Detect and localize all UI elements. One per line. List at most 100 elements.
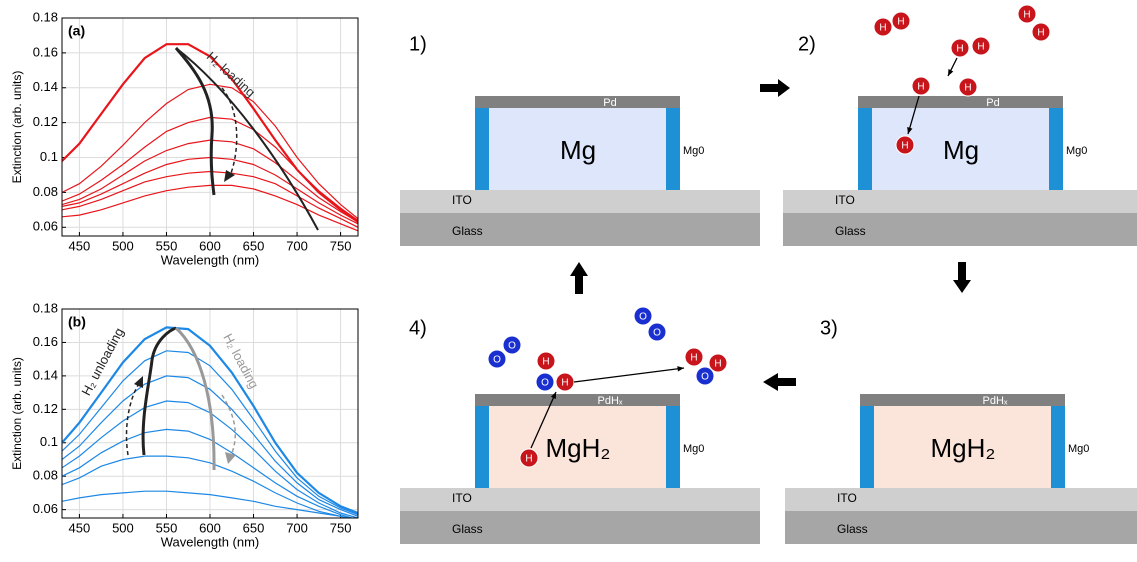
step-label: 1) [409, 33, 427, 55]
y-tick-label: 0.06 [33, 501, 58, 516]
peak-trace [176, 328, 214, 470]
side-label: Mg0 [1068, 443, 1089, 455]
panel-label: (a) [68, 23, 85, 39]
y-tick-label: 0.16 [33, 334, 58, 349]
side-layer [860, 406, 874, 488]
side-layer [475, 406, 489, 488]
y-tick-label: 0.1 [40, 149, 58, 164]
x-tick-label: 550 [156, 238, 178, 253]
substrate-label: ITO [835, 193, 855, 207]
arrow-head [224, 170, 235, 182]
x-tick-label: 450 [69, 238, 91, 253]
step-arrow [763, 373, 796, 391]
base-label: Glass [452, 224, 483, 238]
atom-label: H [561, 378, 568, 389]
x-tick-label: 600 [199, 520, 221, 535]
x-tick-label: 500 [112, 520, 134, 535]
cap-label: Pd [603, 97, 616, 109]
figure: 4505005506006507007500.060.080.10.120.14… [0, 0, 1137, 562]
x-axis-label: Wavelength (nm) [161, 252, 260, 267]
atom-label: O [701, 372, 709, 383]
x-tick-label: 600 [199, 238, 221, 253]
step-label: 3) [820, 317, 838, 339]
step-label: 4) [409, 317, 427, 339]
side-layer [666, 406, 680, 488]
side-layer [475, 108, 489, 190]
annotation: H₂ unloading [78, 325, 126, 398]
x-tick-label: 450 [69, 520, 91, 535]
step-arrow [953, 262, 971, 293]
arrow [574, 368, 684, 382]
atom-label: O [639, 312, 647, 323]
core-label: MgH₂ [546, 433, 611, 463]
y-tick-label: 0.12 [33, 401, 58, 416]
y-axis-label: Extinction (arb. units) [10, 357, 24, 470]
atom-label: H [542, 357, 549, 368]
x-tick-label: 700 [286, 520, 308, 535]
atom-label: H [1037, 28, 1044, 39]
core-label: Mg [560, 135, 596, 165]
base-label: Glass [452, 522, 483, 536]
atom-label: H [917, 82, 924, 93]
side-label: Mg0 [683, 145, 704, 157]
y-tick-label: 0.12 [33, 114, 58, 129]
substrate-label: ITO [837, 491, 857, 505]
step-arrow [570, 262, 588, 294]
arrow-head [134, 376, 143, 388]
atom-label: H [901, 141, 908, 152]
base-label: Glass [835, 224, 866, 238]
step-label: 2) [798, 33, 816, 55]
y-tick-label: 0.1 [40, 434, 58, 449]
side-label: Mg0 [683, 443, 704, 455]
x-tick-label: 700 [286, 238, 308, 253]
side-layer [858, 108, 872, 190]
core-label: MgH₂ [931, 433, 996, 463]
x-tick-label: 650 [243, 238, 265, 253]
x-tick-label: 500 [112, 238, 134, 253]
cap-layer [860, 394, 1065, 406]
atom-label: H [964, 83, 971, 94]
cap-layer [475, 96, 680, 108]
x-tick-label: 750 [330, 520, 352, 535]
x-tick-label: 650 [243, 520, 265, 535]
atom-label: H [879, 23, 886, 34]
y-tick-label: 0.18 [33, 9, 58, 24]
atom-label: H [956, 44, 963, 55]
base-label: Glass [837, 522, 868, 536]
y-tick-label: 0.16 [33, 44, 58, 59]
cap-layer [475, 394, 680, 406]
x-axis-label: Wavelength (nm) [161, 534, 260, 549]
cap-label: PdHₓ [982, 395, 1007, 407]
y-tick-label: 0.14 [33, 79, 58, 94]
core-label: Mg [943, 135, 979, 165]
atom-label: O [508, 341, 516, 352]
panel-label: (b) [68, 314, 86, 330]
cap-layer [858, 96, 1063, 108]
atom-label: H [690, 353, 697, 364]
y-tick-label: 0.18 [33, 300, 58, 315]
side-layer [666, 108, 680, 190]
y-tick-label: 0.14 [33, 367, 58, 382]
peak-trace [143, 328, 176, 455]
side-layer [1051, 406, 1065, 488]
cap-label: PdHₓ [597, 395, 622, 407]
cap-label: Pd [986, 97, 999, 109]
arrow-head [677, 366, 684, 371]
y-tick-label: 0.08 [33, 468, 58, 483]
atom-label: H [525, 454, 532, 465]
atom-label: O [541, 378, 549, 389]
atom-label: H [897, 17, 904, 28]
atom-label: O [653, 328, 661, 339]
annotation: H₂ loading [220, 331, 261, 391]
step-arrow [760, 79, 790, 97]
side-layer [1049, 108, 1063, 190]
substrate-label: ITO [452, 193, 472, 207]
x-tick-label: 750 [330, 238, 352, 253]
arrow-head [225, 452, 236, 464]
x-tick-label: 550 [156, 520, 178, 535]
y-tick-label: 0.06 [33, 219, 58, 234]
atom-label: H [714, 359, 721, 370]
y-axis-label: Extinction (arb. units) [10, 71, 24, 184]
side-label: Mg0 [1066, 145, 1087, 157]
substrate-label: ITO [452, 491, 472, 505]
